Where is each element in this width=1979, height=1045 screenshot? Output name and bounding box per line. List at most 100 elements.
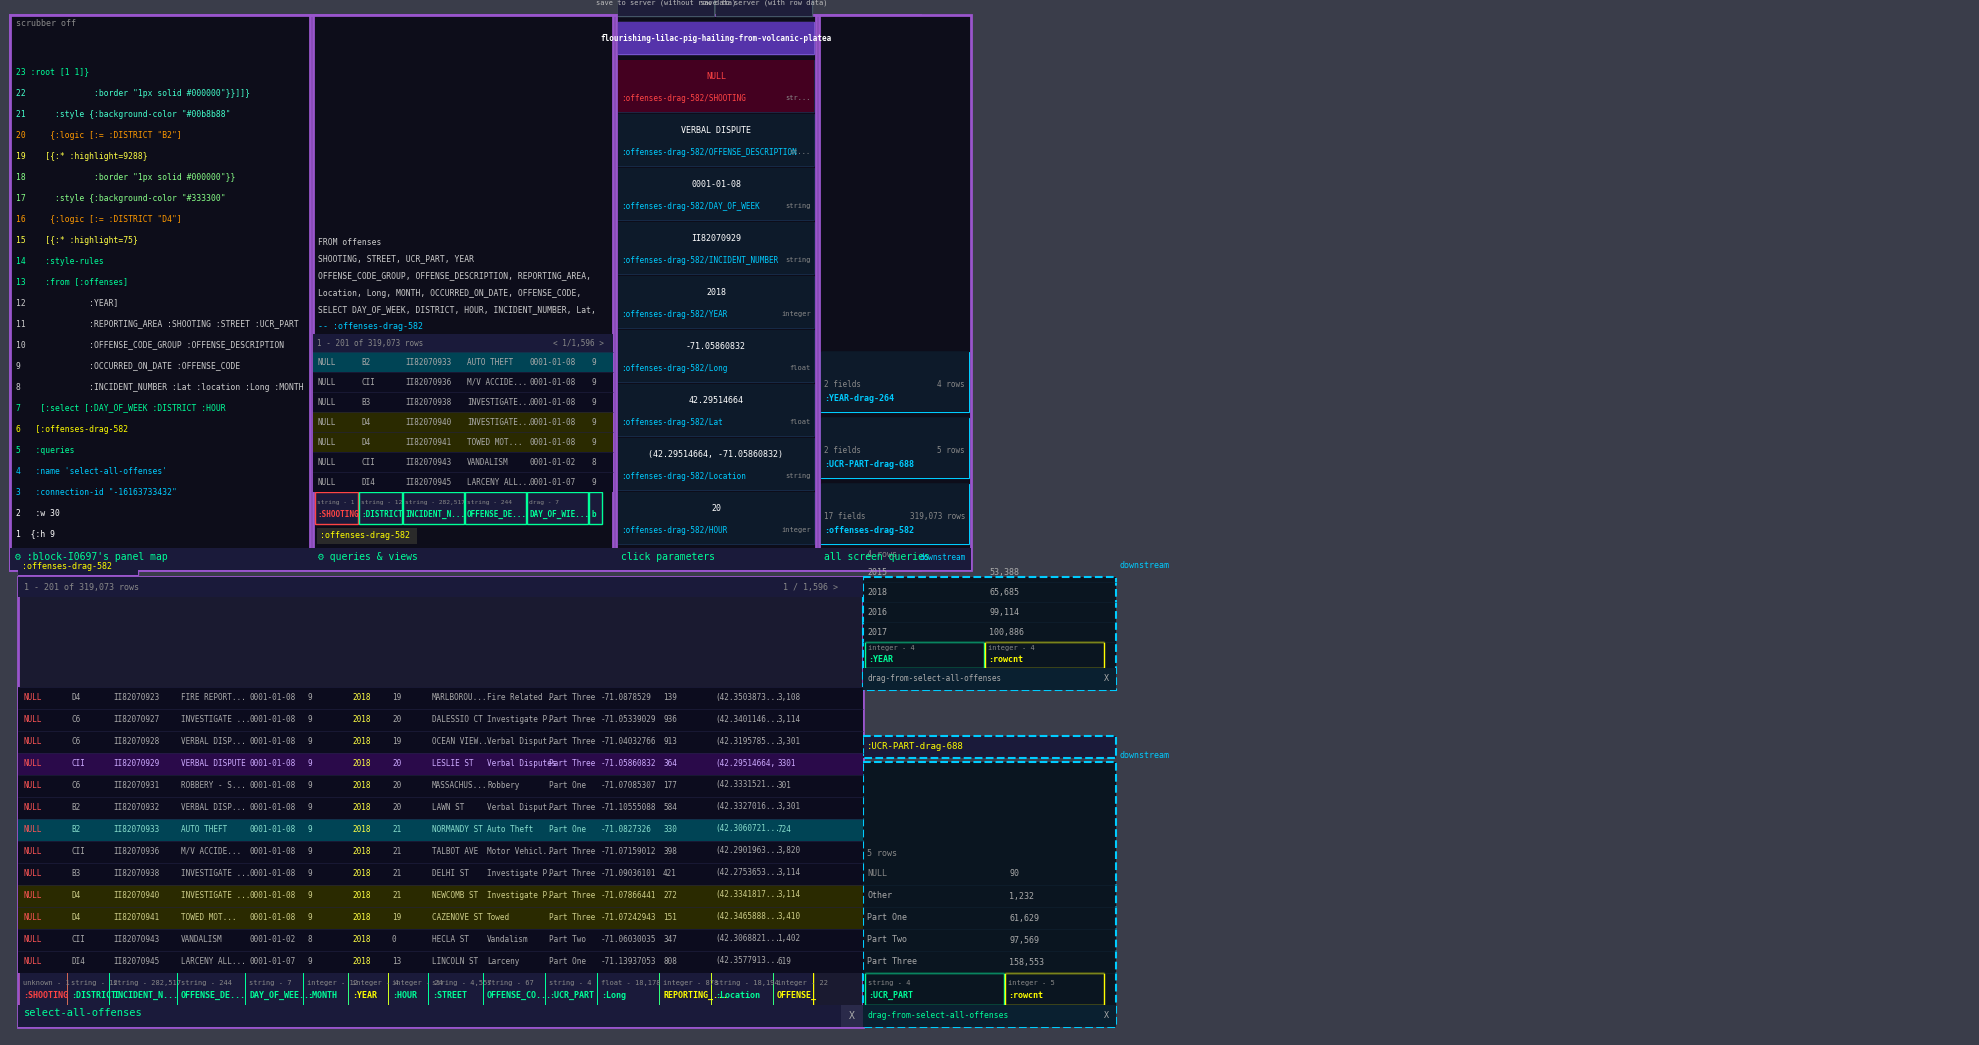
Text: :YEAR: :YEAR bbox=[352, 991, 378, 999]
Text: :Location: :Location bbox=[714, 991, 760, 999]
Text: 5 rows: 5 rows bbox=[867, 849, 896, 858]
Text: 99,114: 99,114 bbox=[990, 607, 1019, 617]
Text: NULL: NULL bbox=[24, 693, 42, 701]
Text: ⚙ queries & views: ⚙ queries & views bbox=[319, 552, 418, 562]
Text: -71.07866441: -71.07866441 bbox=[602, 890, 657, 900]
Text: (42.3327016...: (42.3327016... bbox=[714, 803, 780, 812]
Text: Verbal Disput...: Verbal Disput... bbox=[487, 737, 560, 745]
Text: click parameters: click parameters bbox=[621, 552, 714, 562]
Bar bbox=[348, 973, 388, 1005]
Text: C6: C6 bbox=[71, 715, 81, 723]
Text: OCEAN VIEW...: OCEAN VIEW... bbox=[431, 737, 493, 745]
Text: (42.29514664, -71.05860832): (42.29514664, -71.05860832) bbox=[649, 449, 784, 459]
Text: select-all-offenses: select-all-offenses bbox=[24, 1008, 142, 1018]
FancyBboxPatch shape bbox=[358, 492, 402, 524]
Bar bbox=[313, 334, 613, 352]
Text: 0001-01-08: 0001-01-08 bbox=[249, 912, 295, 922]
Text: CII: CII bbox=[71, 759, 85, 767]
Text: CII: CII bbox=[71, 846, 85, 856]
Text: 2018: 2018 bbox=[352, 825, 370, 834]
Text: Fire Related ...: Fire Related ... bbox=[487, 693, 560, 701]
Text: X: X bbox=[1104, 1011, 1108, 1020]
Bar bbox=[18, 557, 139, 575]
Text: 3,301: 3,301 bbox=[778, 803, 800, 812]
Text: Investigate P...: Investigate P... bbox=[487, 890, 560, 900]
Text: (42.2753653...: (42.2753653... bbox=[714, 868, 780, 878]
FancyBboxPatch shape bbox=[617, 114, 813, 166]
FancyBboxPatch shape bbox=[865, 973, 1003, 1005]
Text: M/V ACCIDE...: M/V ACCIDE... bbox=[467, 377, 526, 387]
Text: 9: 9 bbox=[307, 846, 311, 856]
Text: DAY_OF_WIE...: DAY_OF_WIE... bbox=[528, 510, 590, 518]
Text: (42.3060721...: (42.3060721... bbox=[714, 825, 780, 834]
Text: ROBBERY - S...: ROBBERY - S... bbox=[180, 781, 245, 790]
Text: 3,820: 3,820 bbox=[778, 846, 800, 856]
FancyBboxPatch shape bbox=[598, 973, 659, 1005]
FancyBboxPatch shape bbox=[348, 973, 388, 1005]
Text: Part One: Part One bbox=[548, 825, 586, 834]
Text: (42.3341817...: (42.3341817... bbox=[714, 890, 780, 900]
Text: 9: 9 bbox=[307, 693, 311, 701]
Text: II82070929: II82070929 bbox=[691, 233, 740, 242]
Bar bbox=[18, 841, 863, 863]
Text: REPORTING_...: REPORTING_... bbox=[663, 991, 728, 1000]
Text: ⚙ :block-I0697's panel map: ⚙ :block-I0697's panel map bbox=[16, 552, 168, 562]
Text: 0001-01-08: 0001-01-08 bbox=[528, 418, 576, 426]
Text: 19: 19 bbox=[392, 912, 402, 922]
FancyBboxPatch shape bbox=[429, 973, 483, 1005]
Bar bbox=[18, 907, 863, 929]
FancyBboxPatch shape bbox=[590, 492, 602, 524]
Text: 2018: 2018 bbox=[352, 912, 370, 922]
Text: string - 4,557: string - 4,557 bbox=[431, 980, 491, 986]
Text: -71.07159012: -71.07159012 bbox=[602, 846, 657, 856]
Text: VANDALISM: VANDALISM bbox=[180, 934, 222, 944]
Bar bbox=[546, 973, 598, 1005]
Text: NULL: NULL bbox=[317, 458, 336, 466]
Bar bbox=[615, 548, 815, 570]
Bar bbox=[617, 60, 813, 112]
Text: 0001-01-08: 0001-01-08 bbox=[249, 781, 295, 790]
Bar bbox=[617, 276, 813, 328]
Text: X: X bbox=[1104, 673, 1108, 682]
Text: :UCR-PART-drag-688: :UCR-PART-drag-688 bbox=[823, 460, 914, 468]
Text: :offenses-drag-582/Long: :offenses-drag-582/Long bbox=[621, 364, 728, 372]
Text: 42.29514664: 42.29514664 bbox=[689, 395, 744, 404]
Text: 8              :INCIDENT_NUMBER :Lat :location :Long :MONTH: 8 :INCIDENT_NUMBER :Lat :location :Long … bbox=[16, 382, 303, 392]
Text: SELECT DAY_OF_WEEK, DISTRICT, HOUR, INCIDENT_NUMBER, Lat,: SELECT DAY_OF_WEEK, DISTRICT, HOUR, INCI… bbox=[319, 305, 596, 315]
Text: 0001-01-08: 0001-01-08 bbox=[249, 737, 295, 745]
Text: integer: integer bbox=[782, 527, 811, 533]
Text: 6   [:offenses-drag-582: 6 [:offenses-drag-582 bbox=[16, 424, 129, 434]
Text: Other: Other bbox=[867, 891, 893, 901]
Text: :UCR_PART: :UCR_PART bbox=[869, 991, 912, 1000]
Text: 0001-01-08: 0001-01-08 bbox=[249, 715, 295, 723]
Text: MASSACHUS...: MASSACHUS... bbox=[431, 781, 487, 790]
Text: -71.05860832: -71.05860832 bbox=[687, 342, 746, 350]
Text: :offenses-drag-582/DAY_OF_WEEK: :offenses-drag-582/DAY_OF_WEEK bbox=[621, 202, 760, 210]
Text: 21: 21 bbox=[392, 868, 402, 878]
Text: II82070945: II82070945 bbox=[406, 478, 451, 487]
Text: :YEAR-drag-264: :YEAR-drag-264 bbox=[823, 394, 895, 402]
Bar bbox=[18, 577, 863, 597]
Text: (42.2901963...: (42.2901963... bbox=[714, 846, 780, 856]
Text: CAZENOVE ST: CAZENOVE ST bbox=[431, 912, 483, 922]
Text: 17      :style {:background-color "#333300": 17 :style {:background-color "#333300" bbox=[16, 193, 226, 203]
Text: 9: 9 bbox=[592, 418, 596, 426]
Text: NULL: NULL bbox=[24, 803, 42, 812]
Text: 9: 9 bbox=[592, 478, 596, 487]
Text: 13: 13 bbox=[392, 956, 402, 966]
Text: II82070936: II82070936 bbox=[406, 377, 451, 387]
Text: 421: 421 bbox=[663, 868, 677, 878]
Text: 398: 398 bbox=[663, 846, 677, 856]
Bar bbox=[617, 492, 813, 544]
Text: :offenses-drag-582: :offenses-drag-582 bbox=[321, 531, 410, 539]
FancyBboxPatch shape bbox=[712, 973, 774, 1005]
Text: Part Three: Part Three bbox=[548, 803, 596, 812]
Text: VERBAL DISP...: VERBAL DISP... bbox=[180, 803, 245, 812]
FancyBboxPatch shape bbox=[111, 973, 176, 1005]
FancyBboxPatch shape bbox=[617, 0, 714, 16]
Text: 2016: 2016 bbox=[867, 607, 887, 617]
Text: 1 / 1,596 >: 1 / 1,596 > bbox=[784, 582, 837, 591]
Bar bbox=[18, 929, 863, 951]
Text: 2018: 2018 bbox=[352, 890, 370, 900]
Text: II82070932: II82070932 bbox=[113, 803, 158, 812]
